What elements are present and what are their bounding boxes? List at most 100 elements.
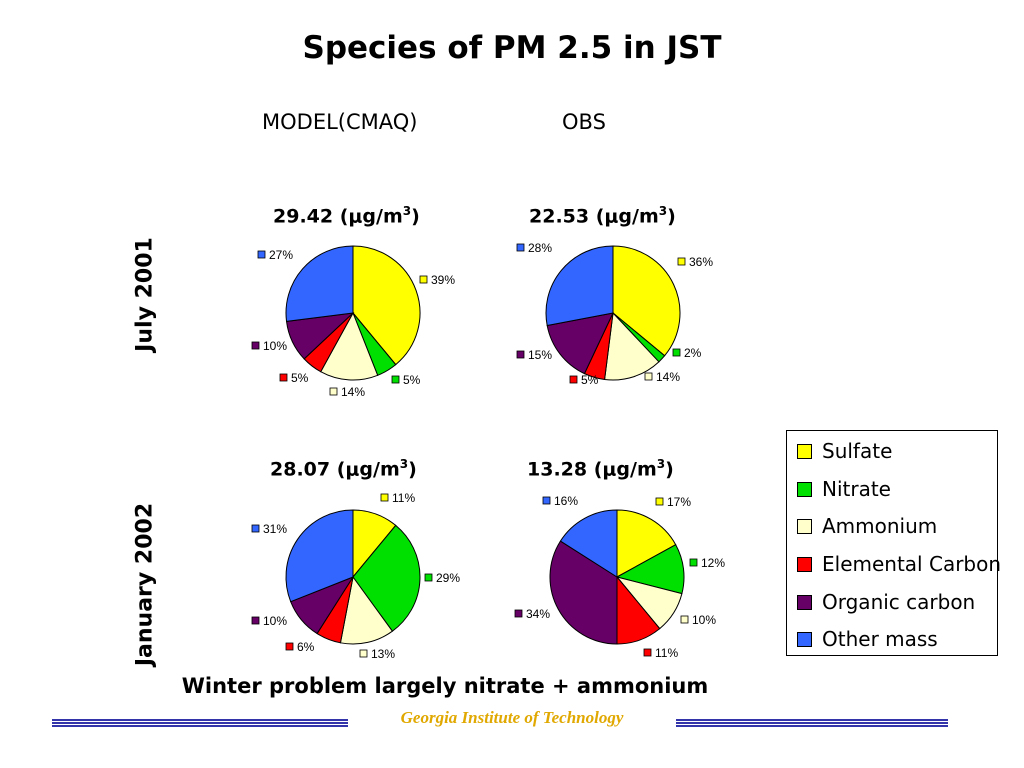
data-label-other-mass: 27% [269,248,293,262]
legend-item-other-mass: Other mass [797,626,938,652]
data-label-elemental-carbon: 5% [291,371,309,385]
data-label-ammonium: 10% [692,613,716,627]
data-label-swatch [251,524,260,533]
data-label-swatch [680,615,689,624]
chart-legend: Sulfate Nitrate Ammonium Elemental Carbo… [786,430,1001,656]
legend-label: Organic carbon [822,590,976,614]
legend-swatch [797,556,812,572]
pie-slice-other-mass [285,509,354,603]
pie-total-value: 22.53 [529,205,590,228]
data-label-swatch [677,257,686,266]
footer-rule-left [52,719,348,728]
legend-item-sulfate: Sulfate [797,438,892,464]
pie-total-unit: g/m [618,205,659,228]
data-label-nitrate: 5% [403,373,421,387]
data-label-ammonium: 14% [341,385,365,399]
data-label-swatch [516,243,525,252]
data-label-swatch [285,642,294,651]
micro-symbol: μ [604,205,619,228]
data-label-organic-carbon: 10% [263,339,287,353]
legend-swatch [797,594,812,610]
data-label-nitrate: 29% [436,571,460,585]
legend-item-organic-carbon: Organic carbon [797,589,975,615]
data-label-elemental-carbon: 6% [297,640,315,654]
pie-total-unit: g/m [362,205,403,228]
data-label-organic-carbon: 15% [528,348,552,362]
pie-total-model-july: 29.42 (μg/m3) [273,204,420,228]
pie-total-obs-january: 13.28 (μg/m3) [527,457,674,481]
data-label-swatch [359,649,368,658]
data-label-other-mass: 31% [263,522,287,536]
pie-total-value: 13.28 [527,458,588,481]
data-label-swatch [644,372,653,381]
pie-total-unit: g/m [616,458,657,481]
data-label-swatch [279,373,288,382]
pie-slice-ammonium [339,575,394,645]
pie-chart-3: 17% 12% 10% 11% 34% 16% [514,494,725,660]
data-label-organic-carbon: 10% [263,614,287,628]
pie-slice-ammonium [320,311,379,381]
institute-name: Georgia Institute of Technology [400,708,624,727]
data-label-swatch [251,341,260,350]
data-label-swatch [516,350,525,359]
data-label-swatch [380,493,389,502]
pie-total-unit-exponent: 3 [656,457,666,471]
pie-slice-sulfate [612,245,681,357]
pie-slice-sulfate [352,245,421,366]
footer-note: Winter problem largely nitrate + ammoniu… [181,674,709,698]
data-label-swatch [251,616,260,625]
pie-total-model-january: 28.07 (μg/m3) [270,457,417,481]
column-header-obs: OBS [562,110,606,134]
pie-total-unit-exponent: 3 [399,457,409,471]
pie-slice-other-mass [285,245,354,322]
micro-symbol: μ [348,205,363,228]
pie-total-unit-exponent: 3 [658,204,668,218]
legend-label: Sulfate [822,439,893,463]
data-label-elemental-carbon: 5% [581,373,599,387]
data-label-swatch [655,497,664,506]
pie-total-unit: g/m [359,458,400,481]
pie-chart-2: 11% 29% 13% 6% 10% 31% [251,491,460,661]
data-label-swatch [689,558,698,567]
data-label-sulfate: 39% [431,273,455,287]
data-label-swatch [542,496,551,505]
slide-title: Species of PM 2.5 in JST [302,30,722,66]
pie-slice-organic-carbon [546,312,614,375]
data-label-ammonium: 13% [371,647,395,661]
data-label-sulfate: 36% [689,255,713,269]
data-label-nitrate: 12% [701,556,725,570]
data-label-swatch [419,275,428,284]
data-label-sulfate: 11% [392,491,415,505]
micro-symbol: μ [602,458,617,481]
pie-total-value: 29.42 [273,205,334,228]
data-label-other-mass: 28% [528,241,552,255]
legend-swatch [797,631,812,647]
legend-label: Nitrate [822,477,891,501]
data-label-swatch [672,348,681,357]
pie-slice-other-mass [545,245,614,327]
data-label-swatch [514,609,523,618]
data-label-other-mass: 16% [554,494,578,508]
legend-label: Ammonium [822,514,938,538]
data-label-swatch [391,375,400,384]
footer-rule-right [676,719,948,728]
column-header-model: MODEL(CMAQ) [262,110,418,134]
data-label-swatch [424,573,433,582]
legend-item-elemental-carbon: Elemental Carbon [797,551,1001,577]
data-label-swatch [643,648,652,657]
data-label-nitrate: 2% [684,346,702,360]
pie-slice-nitrate [352,524,421,632]
data-label-sulfate: 17% [667,495,691,509]
data-label-swatch [257,250,266,259]
pie-total-value: 28.07 [270,458,331,481]
legend-swatch [797,481,812,497]
data-label-elemental-carbon: 11% [655,646,678,660]
legend-item-ammonium: Ammonium [797,513,937,539]
legend-swatch [797,518,812,534]
pie-chart-0: 39% 5% 14% 5% 10% 27% [251,245,455,399]
data-label-swatch [569,375,578,384]
legend-label: Elemental Carbon [822,552,1002,576]
micro-symbol: μ [345,458,360,481]
legend-item-nitrate: Nitrate [797,476,891,502]
